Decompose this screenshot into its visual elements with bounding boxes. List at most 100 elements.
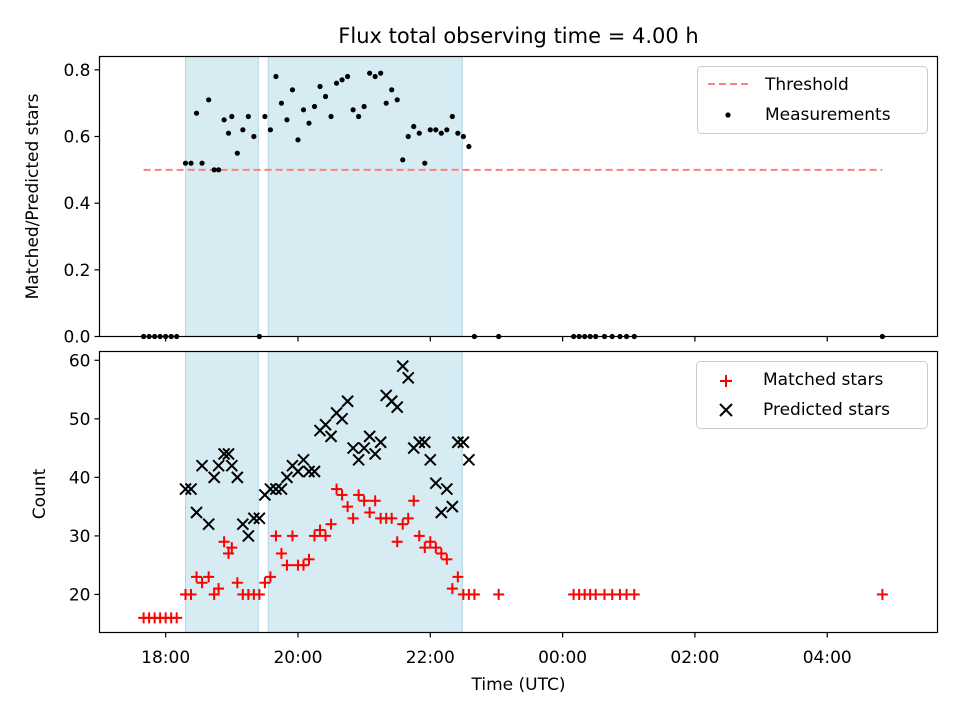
- x-tick-label: 18:00: [141, 648, 190, 668]
- matched-star-point: [281, 559, 293, 571]
- top-y-ticks: 0.0 0.2 0.4 0.6 0.8: [63, 61, 100, 348]
- measurement-point: [225, 130, 232, 136]
- measurement-point: [455, 130, 461, 136]
- shaded-interval: [185, 56, 259, 337]
- matched-star-point: [264, 571, 276, 583]
- measurement-point: [444, 127, 450, 133]
- matched-star-point: [259, 577, 271, 589]
- y-tick-label: 0.0: [63, 328, 90, 348]
- measurement-point: [356, 113, 362, 120]
- measurement-point: [427, 127, 433, 133]
- predicted-star-point: [195, 459, 209, 472]
- x-tick-label: 00:00: [538, 648, 587, 668]
- measurement-point: [262, 113, 268, 120]
- top-axes-frame: [98, 55, 939, 338]
- predicted-star-point: [242, 529, 255, 543]
- y-tick-label: 50: [69, 410, 91, 430]
- y-tick-label: 30: [69, 527, 91, 547]
- measurement-point: [422, 160, 428, 166]
- bottom-legend: Matched stars Predicted stars: [696, 361, 928, 429]
- y-tick-label: 0.8: [63, 61, 90, 81]
- measurement-point: [383, 100, 389, 106]
- measurement-point: [278, 100, 285, 106]
- measurement-point: [350, 107, 356, 113]
- top-y-axis-label: Matched/Predicted stars: [23, 93, 43, 299]
- y-tick-label: 40: [69, 468, 91, 488]
- matched-star-point: [397, 518, 409, 530]
- predicted-star-point: [335, 412, 349, 426]
- shaded-interval: [267, 56, 463, 337]
- predicted-star-point: [275, 482, 288, 496]
- measurement-point: [211, 167, 217, 173]
- y-tick-label: 0.4: [63, 194, 90, 214]
- matched-star-point: [275, 547, 287, 559]
- matched-legend-label: Matched stars: [763, 370, 883, 390]
- predicted-star-point: [446, 500, 459, 513]
- predicted-star-point: [413, 436, 426, 449]
- measurements-legend-label: Measurements: [765, 105, 891, 125]
- measurement-point: [361, 103, 367, 110]
- predicted-star-point: [363, 430, 376, 443]
- predicted-star-point: [451, 436, 465, 449]
- matched-star-point: [358, 495, 370, 507]
- measurement-point: [229, 113, 235, 120]
- y-tick-label: 0.2: [63, 261, 90, 281]
- predicted-star-point: [396, 359, 409, 373]
- matched-star-point: [419, 542, 431, 554]
- measurement-point: [438, 130, 444, 136]
- measurement-point: [333, 80, 340, 86]
- predicted-star-point: [184, 482, 198, 496]
- predicted-star-point: [212, 459, 225, 472]
- predicted-star-point: [341, 395, 354, 408]
- predicted-star-point: [402, 371, 415, 385]
- predicted-star-point: [429, 477, 443, 490]
- predicted-legend-label: Predicted stars: [763, 400, 890, 420]
- measurement-point: [372, 73, 378, 80]
- matched-star-point: [876, 588, 888, 600]
- measurement-point: [433, 127, 439, 133]
- predicted-star-point: [357, 441, 371, 455]
- matched-star-point: [493, 588, 505, 600]
- matched-star-point: [325, 518, 337, 530]
- measurement-point: [284, 117, 290, 123]
- measurement-point: [234, 150, 240, 156]
- y-tick-label: 60: [69, 351, 91, 371]
- matched-star-point: [413, 530, 425, 542]
- x-tick-label: 04:00: [803, 648, 852, 668]
- measurement-point: [188, 160, 194, 166]
- measurement-point: [295, 137, 301, 143]
- predicted-star-point: [179, 482, 192, 496]
- measurement-point: [300, 107, 307, 113]
- x-tick-label: 20:00: [273, 648, 322, 668]
- predicted-star-point: [231, 471, 244, 484]
- matched-star-point: [342, 501, 354, 513]
- predicted-star-point: [324, 430, 338, 443]
- predicted-star-point: [202, 517, 215, 531]
- measurement-point: [394, 97, 400, 103]
- predicted-star-point: [457, 436, 470, 449]
- measurement-point: [206, 97, 212, 103]
- measurement-point: [389, 87, 395, 93]
- matched-star-point: [314, 524, 326, 536]
- matched-star-point: [196, 577, 208, 589]
- measurement-point: [215, 167, 222, 173]
- matched-star-point: [424, 536, 436, 548]
- matched-star-point: [347, 512, 359, 524]
- matched-star-point: [353, 489, 365, 501]
- measurement-point: [251, 133, 257, 140]
- predicted-star-point: [418, 436, 431, 449]
- matched-star-point: [430, 542, 442, 554]
- predicted-star-point: [391, 400, 404, 414]
- measurement-point: [405, 133, 411, 140]
- measurement-point: [400, 157, 406, 163]
- measurement-point: [322, 93, 329, 100]
- measurement-point: [449, 113, 455, 120]
- matched-star-point: [386, 512, 398, 524]
- matched-star-point: [253, 588, 265, 600]
- star-count-points: [138, 359, 888, 624]
- measurement-point: [367, 70, 373, 76]
- predicted-star-point: [236, 517, 250, 531]
- predicted-star-point: [264, 482, 277, 496]
- measurement-point: [193, 110, 200, 116]
- predicted-star-point: [222, 447, 235, 461]
